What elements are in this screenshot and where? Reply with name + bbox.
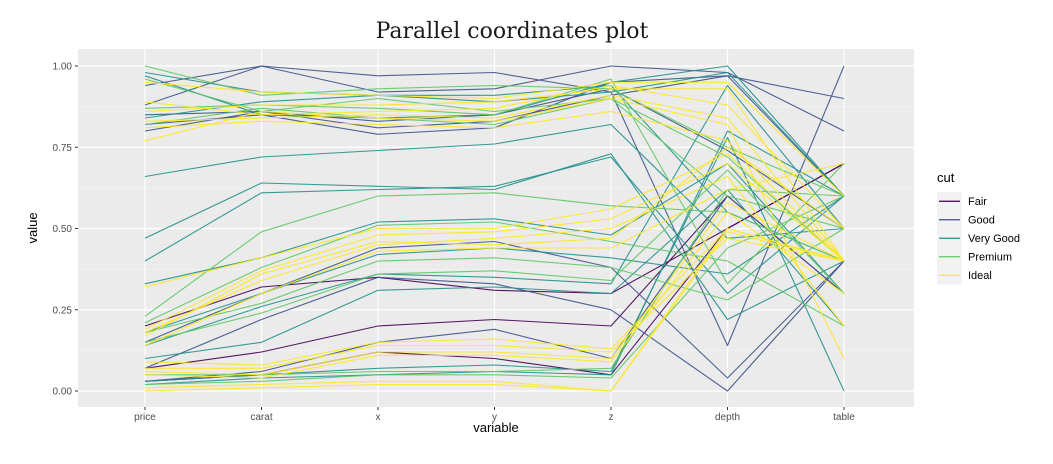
x-tick-label: price — [134, 412, 156, 423]
y-tick-label: 0.75 — [53, 143, 73, 154]
legend-label: Fair — [968, 196, 987, 208]
series-line-ideal — [144, 88, 845, 262]
chart-title: Parallel coordinates plot — [376, 19, 649, 44]
legend-label: Ideal — [968, 270, 992, 282]
series-line-premium — [144, 221, 845, 327]
series-line-very-good — [144, 153, 845, 321]
series-line-ideal — [144, 81, 845, 197]
y-axis-ticks: 0.00 0.25 0.50 0.75 1.00 — [53, 62, 78, 398]
series-line-ideal — [144, 227, 845, 392]
x-tick-label: carat — [250, 412, 272, 423]
series-line-premium — [144, 228, 845, 334]
y-tick-label: 1.00 — [53, 62, 73, 73]
x-tick-label: y — [492, 412, 497, 423]
series-line-good — [144, 260, 845, 392]
x-tick-label: table — [833, 412, 855, 423]
series-line-ideal — [144, 162, 845, 347]
series-line-very-good — [144, 84, 845, 347]
series-line-premium — [144, 97, 845, 262]
x-tick-label: z — [609, 412, 614, 423]
series-line-ideal — [144, 211, 845, 379]
legend-label: Premium — [968, 252, 1012, 264]
series-line-ideal — [144, 175, 845, 334]
series-line-ideal — [144, 162, 845, 330]
x-tick-label: x — [376, 412, 381, 423]
series-line-ideal — [144, 110, 845, 262]
series-line-premium — [144, 195, 845, 386]
y-tick-label: 0.25 — [53, 305, 73, 316]
legend-title: cut — [937, 170, 955, 185]
x-axis-ticks: price carat x y z depth table — [134, 407, 855, 423]
series-line-ideal — [144, 94, 845, 262]
series-line-ideal — [144, 231, 845, 392]
series-line-ideal — [144, 201, 845, 376]
series-line-ideal — [145, 237, 845, 369]
legend-label: Good — [968, 215, 995, 227]
x-tick-label: depth — [715, 412, 740, 423]
series-line-ideal — [144, 84, 845, 229]
legend: cut Fair Good Very Good Premium Ideal — [937, 170, 1020, 285]
series-line-ideal — [144, 153, 845, 288]
series-line-premium — [144, 169, 845, 343]
series-line-very-good — [144, 156, 845, 295]
legend-label: Very Good — [968, 233, 1020, 245]
series-line-ideal — [144, 97, 845, 359]
y-axis-title: value — [25, 212, 40, 243]
x-axis-title: variable — [473, 420, 519, 435]
series-lines — [144, 65, 845, 392]
y-tick-label: 0.00 — [53, 387, 73, 398]
series-line-ideal — [144, 146, 845, 337]
y-tick-label: 0.50 — [53, 224, 73, 235]
